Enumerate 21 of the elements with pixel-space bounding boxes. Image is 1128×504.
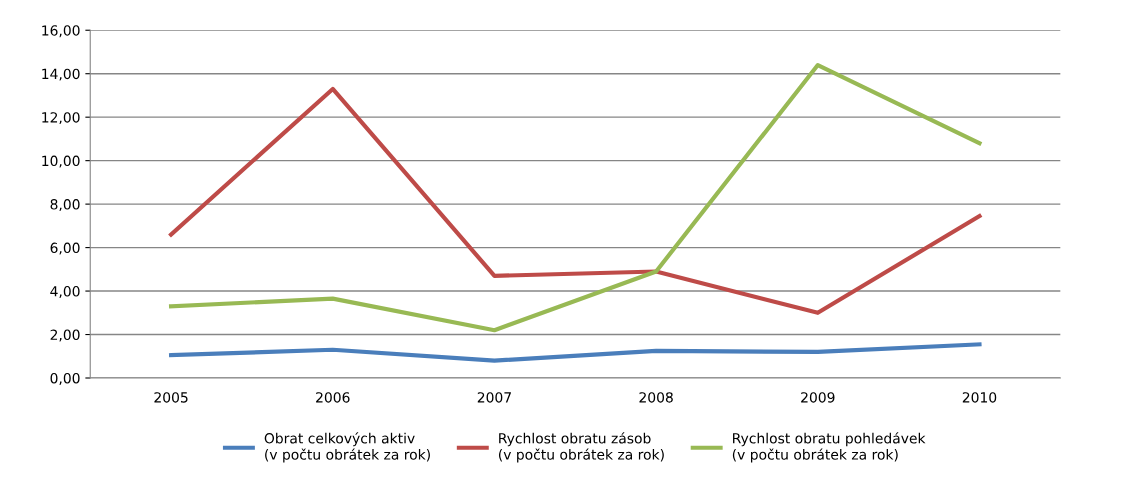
x-tick-label: 2006: [316, 392, 350, 403]
line-series: [168, 342, 982, 363]
y-tick-label: 12,00: [42, 112, 80, 125]
line-series: [168, 62, 982, 333]
legend-label: Obrat celkových aktiv (v počtu obrátek za rok): [264, 432, 430, 463]
x-tick-label: 2008: [639, 392, 673, 403]
y-tick-label: 4,00: [50, 286, 80, 298]
x-tick-label: 2010: [962, 392, 997, 403]
y-tick-label: 16,00: [42, 25, 80, 38]
y-tick-label: 8,00: [50, 199, 80, 212]
line-series: [168, 86, 982, 315]
x-tick-label: 2007: [477, 392, 511, 403]
y-tick-label: 0,00: [50, 372, 80, 385]
y-tick-label: 14,00: [42, 68, 80, 81]
y-tick-label: 6,00: [50, 242, 80, 255]
legend-label: Rychlost obratu zásob (v počtu obrátek za rok): [498, 432, 664, 463]
legend-label: Rychlost obratu pohledávek (v počtu obrátek za rok): [732, 432, 926, 463]
y-tick-label: 2,00: [50, 329, 80, 342]
y-tick-label: 10,00: [42, 155, 80, 168]
x-tick-label: 2009: [801, 392, 835, 403]
x-tick-label: 2005: [154, 392, 188, 403]
